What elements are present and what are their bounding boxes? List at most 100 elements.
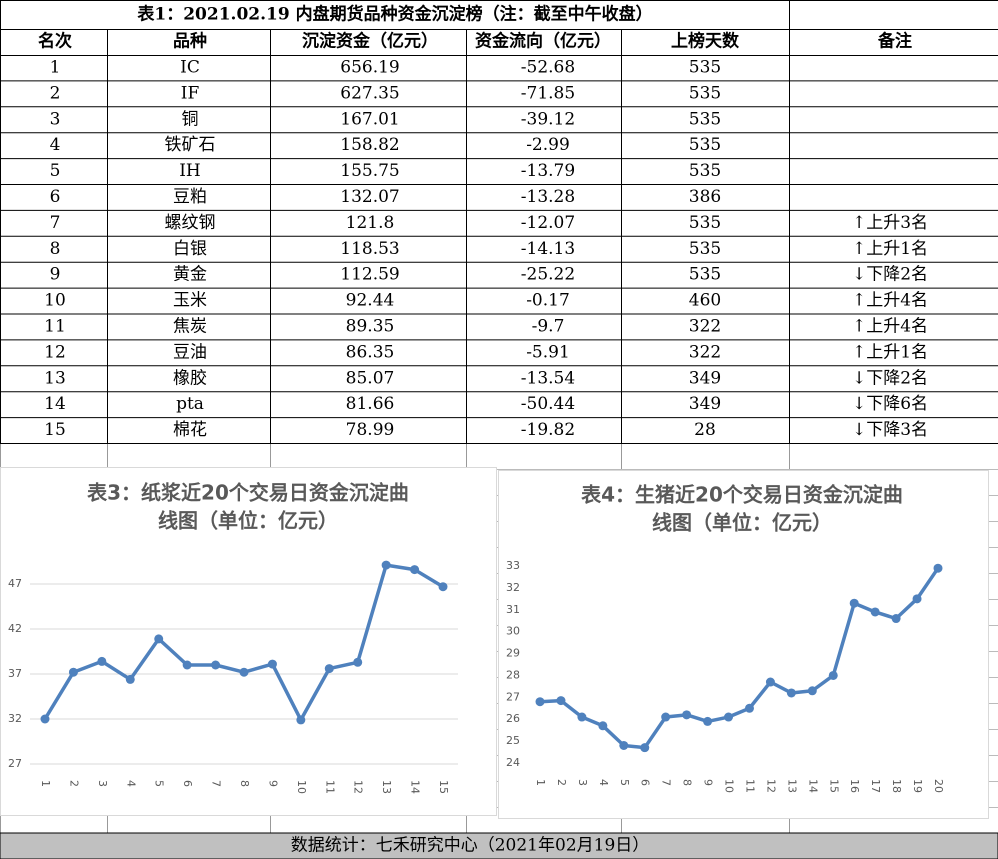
point [535, 697, 545, 707]
cell: 386 [689, 187, 721, 207]
cell: 15 [44, 420, 66, 440]
chart-area [498, 470, 989, 819]
chart-title: 线图（单位：亿元） [158, 509, 338, 533]
x-tick-label: 4 [124, 780, 137, 787]
point [828, 670, 838, 680]
x-tick-label: 10 [723, 779, 736, 793]
x-tick-label: 1 [39, 780, 52, 787]
cell: -2.99 [526, 135, 570, 155]
x-tick-label: 6 [181, 780, 194, 787]
cell: 158.82 [340, 135, 399, 155]
cell: 11 [44, 317, 66, 337]
y-tick-label: 29 [506, 647, 520, 660]
y-tick-label: 27 [506, 690, 520, 703]
point [807, 686, 817, 696]
x-tick-label: 9 [702, 779, 715, 786]
x-tick-label: 10 [295, 780, 308, 794]
footer: 数据统计：七禾研究中心（2021年02月19日） [291, 836, 650, 856]
cell: 322 [689, 317, 721, 337]
remark-cell: ↑上升4名 [852, 291, 928, 311]
point [703, 716, 713, 726]
x-tick-label: 5 [618, 779, 631, 786]
y-tick-label: 47 [8, 577, 22, 590]
chart-area [0, 467, 497, 816]
x-tick-label: 17 [869, 779, 882, 793]
x-tick-label: 16 [848, 779, 861, 793]
cell: -52.68 [521, 58, 575, 78]
cell: IC [180, 58, 200, 78]
point [154, 634, 164, 644]
cell: -12.07 [521, 213, 575, 233]
x-tick-label: 14 [806, 779, 819, 793]
cell: 螺纹钢 [165, 213, 216, 233]
point [556, 696, 566, 706]
x-tick-label: 8 [681, 779, 694, 786]
cell: 橡胶 [173, 368, 207, 388]
point [97, 656, 107, 666]
x-tick-label: 4 [597, 779, 610, 786]
cell: 12 [44, 342, 66, 362]
point [933, 563, 943, 573]
y-tick-label: 26 [506, 712, 520, 725]
x-tick-label: 13 [380, 780, 393, 794]
point [891, 614, 901, 624]
cell: 铜 [182, 109, 199, 129]
remark-cell: ↓下降2名 [852, 265, 928, 285]
point [661, 712, 671, 722]
x-tick-label: 3 [96, 780, 109, 787]
y-tick-label: 28 [506, 668, 520, 681]
cell: 14 [44, 394, 66, 414]
point [598, 721, 608, 731]
footer-bar [0, 832, 998, 859]
point [239, 667, 249, 677]
x-tick-label: 15 [437, 780, 450, 794]
cell: 4 [50, 135, 61, 155]
x-tick-label: 15 [827, 779, 840, 793]
point [40, 714, 50, 724]
cell: 535 [689, 135, 721, 155]
cell: -71.85 [521, 83, 575, 103]
cell: IF [181, 83, 200, 103]
point [724, 712, 734, 722]
cell: -14.13 [521, 239, 575, 259]
y-tick-label: 31 [506, 603, 520, 616]
y-tick-label: 24 [506, 756, 520, 769]
x-tick-label: 18 [890, 779, 903, 793]
x-tick-label: 1 [534, 779, 547, 786]
point [577, 712, 587, 722]
x-tick-label: 8 [238, 780, 251, 787]
point [353, 657, 363, 667]
point [125, 674, 135, 684]
header-cell: 品种 [173, 31, 207, 52]
cell: 9 [50, 265, 61, 285]
x-tick-label: 2 [67, 780, 80, 787]
remark-cell: ↑上升1名 [852, 342, 928, 362]
header-cell: 资金流向（亿元） [475, 31, 611, 52]
cell: 349 [689, 394, 721, 414]
x-tick-label: 2 [555, 779, 568, 786]
point [410, 565, 420, 575]
header-cell: 上榜天数 [671, 31, 740, 52]
chart-title: 表3：纸浆近20个交易日资金沉淀曲 [87, 481, 409, 505]
cell: IH [179, 161, 201, 181]
x-tick-label: 20 [932, 779, 945, 793]
x-tick-label: 11 [323, 780, 336, 794]
cell: -19.82 [521, 420, 575, 440]
point [619, 740, 629, 750]
x-tick-label: 3 [576, 779, 589, 786]
cell: 535 [689, 213, 721, 233]
point [267, 659, 277, 669]
cell: -13.79 [521, 161, 575, 181]
cell: 85.07 [346, 368, 395, 388]
cell: 349 [689, 368, 721, 388]
cell: -9.7 [532, 317, 565, 337]
header-cell: 备注 [877, 31, 912, 52]
cell: 棉花 [173, 420, 207, 440]
point [68, 667, 78, 677]
cell: 112.59 [340, 265, 399, 285]
cell: 535 [689, 83, 721, 103]
y-tick-label: 32 [506, 581, 520, 594]
header-cell: 沉淀资金（亿元） [302, 31, 438, 52]
cell: 627.35 [340, 83, 399, 103]
